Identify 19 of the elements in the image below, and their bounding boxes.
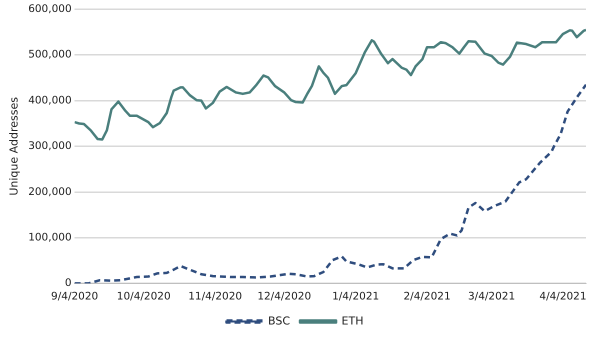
x-tick-label: 11/4/2020 [188,290,242,302]
x-tick-label: 4/4/2021 [539,290,587,302]
legend-label: BSC [268,314,290,328]
x-tick-label: 10/4/2020 [116,290,171,302]
x-tick-label: 3/4/2021 [468,290,516,302]
y-tick-label: 400,000 [28,94,72,106]
y-tick-label: 200,000 [28,186,72,198]
line-series [74,83,586,284]
y-tick-label: 100,000 [28,231,72,244]
legend-label: ETH [342,314,364,328]
y-tick-label: 300,000 [28,140,72,152]
x-tick-label: 1/4/2021 [332,290,380,302]
y-axis-title: Unique Addresses [7,96,20,196]
y-tick-label: 0 [64,277,72,290]
x-tick-label: 2/4/2021 [403,290,451,302]
x-tick-label: 9/4/2020 [51,290,98,302]
y-tick-label: 600,000 [28,3,72,16]
y-tick-label: 500,000 [28,48,72,61]
x-tick-label: 12/4/2020 [257,290,312,302]
